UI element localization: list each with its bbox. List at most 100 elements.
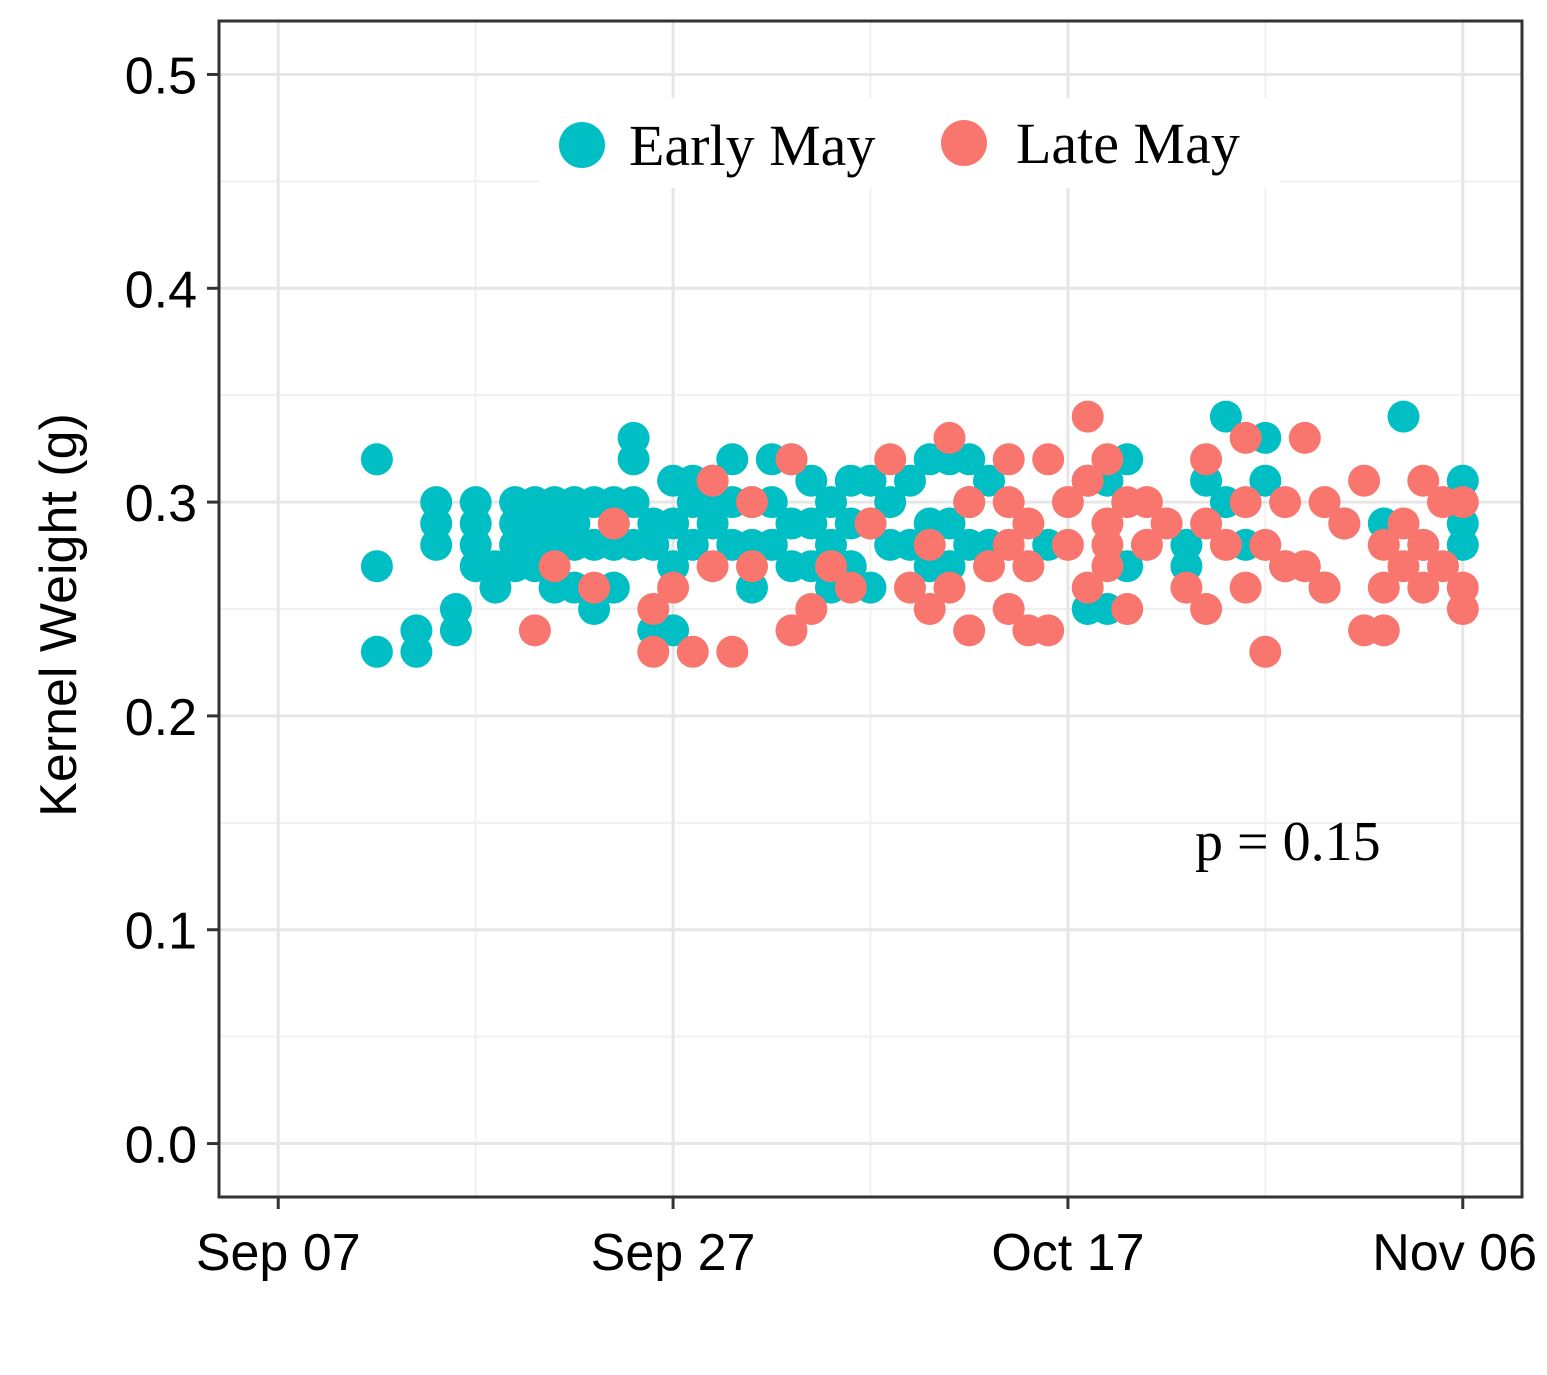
- point-early-may: [1209, 400, 1242, 433]
- point-late-may: [1288, 550, 1321, 583]
- point-late-may: [1387, 507, 1420, 540]
- point-early-may: [696, 507, 729, 540]
- point-late-may: [874, 443, 907, 476]
- legend-label-late-may: Late May: [1016, 111, 1240, 176]
- point-late-may: [795, 593, 828, 625]
- legend-key-early-may: [559, 122, 605, 168]
- point-late-may: [775, 614, 808, 647]
- point-late-may: [1446, 593, 1479, 625]
- point-early-may: [617, 486, 650, 519]
- point-late-may: [1150, 507, 1183, 540]
- point-early-may: [400, 614, 433, 647]
- y-axis-title: Kernel Weight (g): [30, 413, 88, 817]
- point-late-may: [1130, 528, 1163, 561]
- point-early-may: [755, 528, 788, 561]
- point-late-may: [933, 421, 966, 454]
- point-early-may: [360, 635, 393, 668]
- point-late-may: [716, 635, 749, 668]
- point-late-may: [992, 443, 1025, 476]
- point-late-may: [1407, 528, 1440, 561]
- y-tick-label: 0.3: [125, 475, 197, 533]
- points-layer: [360, 400, 1479, 668]
- point-late-may: [518, 614, 551, 647]
- point-late-may: [775, 443, 808, 476]
- point-late-may: [1190, 507, 1223, 540]
- point-late-may: [1130, 486, 1163, 519]
- point-late-may: [1012, 507, 1045, 540]
- point-late-may: [1407, 571, 1440, 604]
- point-early-may: [360, 550, 393, 583]
- point-late-may: [637, 593, 670, 625]
- point-late-may: [1229, 486, 1262, 519]
- point-late-may: [676, 635, 709, 668]
- y-tick-label: 0.1: [125, 903, 197, 961]
- point-late-may: [1308, 486, 1341, 519]
- point-late-may: [1387, 550, 1420, 583]
- point-late-may: [913, 528, 946, 561]
- point-late-may: [1249, 528, 1282, 561]
- point-late-may: [1032, 614, 1065, 647]
- point-late-may: [1051, 528, 1084, 561]
- y-tick-label: 0.4: [125, 261, 197, 319]
- point-early-may: [815, 486, 847, 519]
- point-early-may: [657, 614, 690, 647]
- point-late-may: [1071, 571, 1104, 604]
- point-early-may: [637, 528, 670, 561]
- point-early-may: [953, 443, 986, 476]
- point-early-may: [479, 571, 512, 604]
- point-late-may: [834, 571, 867, 604]
- point-early-may: [795, 464, 828, 497]
- point-late-may: [1032, 443, 1065, 476]
- point-late-may: [1446, 486, 1479, 519]
- point-early-may: [854, 464, 887, 497]
- point-early-may: [795, 507, 828, 540]
- x-tick-label: Sep 07: [196, 1224, 361, 1282]
- legend-key-late-may: [941, 120, 987, 166]
- point-late-may: [933, 571, 966, 604]
- legend: Early May Late May: [540, 98, 1280, 188]
- point-late-may: [953, 614, 986, 647]
- point-early-may: [420, 528, 453, 561]
- point-late-may: [578, 571, 611, 604]
- point-late-may: [992, 486, 1025, 519]
- point-late-may: [1091, 528, 1124, 561]
- axes-layer: 0.0 0.1 0.2 0.3 0.4 0.5 Sep 07 Sep 27 Oct 17 Nov …: [125, 47, 1537, 1282]
- point-late-may: [815, 550, 847, 583]
- point-late-may: [1209, 528, 1242, 561]
- point-late-may: [1071, 400, 1104, 433]
- point-late-may: [1367, 571, 1400, 604]
- plot-panel-border: [217, 19, 1524, 1199]
- point-late-may: [913, 593, 946, 625]
- point-late-may: [1348, 464, 1381, 497]
- point-early-may: [716, 443, 749, 476]
- point-early-may: [874, 486, 907, 519]
- legend-background: [540, 98, 1280, 188]
- point-late-may: [597, 507, 630, 540]
- point-late-may: [1071, 464, 1104, 497]
- point-early-may: [933, 507, 966, 540]
- point-late-may: [894, 571, 926, 604]
- point-late-may: [696, 550, 729, 583]
- point-late-may: [1091, 443, 1124, 476]
- legend-label-early-may: Early May: [629, 113, 875, 178]
- point-early-may: [676, 528, 709, 561]
- point-late-may: [1229, 571, 1262, 604]
- point-early-may: [360, 443, 393, 476]
- point-late-may: [953, 486, 986, 519]
- p-value-annotation: p = 0.15: [1195, 811, 1381, 873]
- point-late-may: [1427, 550, 1459, 583]
- point-late-may: [1308, 571, 1341, 604]
- point-early-may: [657, 507, 690, 540]
- point-early-may: [1387, 400, 1420, 433]
- point-early-may: [617, 443, 650, 476]
- y-tick-label: 0.5: [125, 47, 197, 105]
- point-early-may: [439, 614, 472, 647]
- point-late-may: [1170, 571, 1203, 604]
- point-late-may: [973, 550, 1005, 583]
- point-late-may: [1190, 593, 1223, 625]
- point-early-may: [1446, 528, 1479, 561]
- point-early-may: [894, 464, 926, 497]
- point-late-may: [854, 507, 887, 540]
